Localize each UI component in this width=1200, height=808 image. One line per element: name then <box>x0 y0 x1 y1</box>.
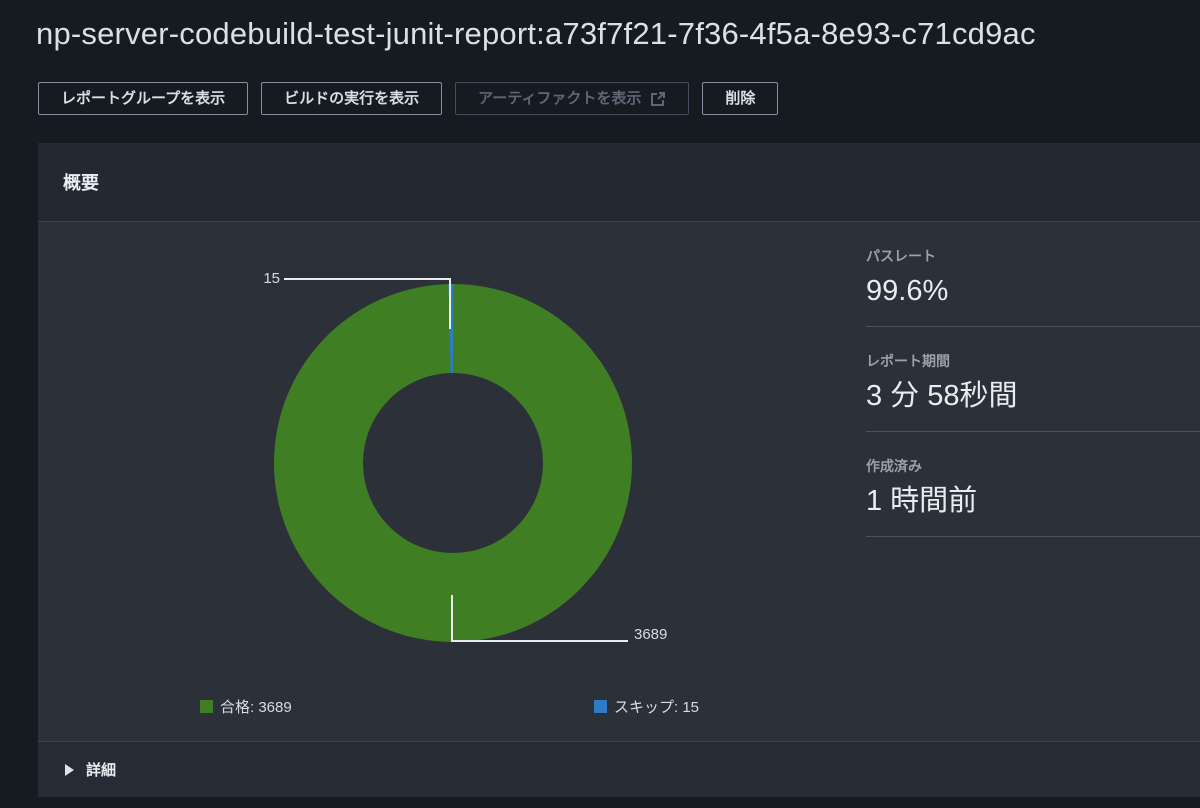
button-label: レポートグループを表示 <box>61 90 226 107</box>
stat-report-duration: レポート期間 3 分 58秒間 <box>866 327 1200 432</box>
delete-button[interactable]: 削除 <box>702 82 779 115</box>
overview-panel-body: 15 3689 合格: 3689 スキップ: 15 パスレート 99.6% レポ… <box>38 222 1200 741</box>
stat-pass-rate-label: パスレート <box>866 248 936 264</box>
stats-column: パスレート 99.6% レポート期間 3 分 58秒間 作成済み 1 時間前 <box>866 222 1200 537</box>
overview-panel-header: 概要 <box>38 143 1200 222</box>
legend-item-pass[interactable]: 合格: 3689 <box>200 696 292 717</box>
pass-count-callout: 3689 <box>634 626 668 643</box>
stat-report-duration-value: 3 分 58秒間 <box>866 380 1018 412</box>
callout-line-skip-vertical <box>449 278 451 329</box>
stat-pass-rate-value: 99.6% <box>866 275 949 307</box>
show-artifacts-button[interactable]: アーティファクトを表示 <box>455 82 690 115</box>
show-report-group-button[interactable]: レポートグループを表示 <box>38 82 249 115</box>
stat-created-value: 1 時間前 <box>866 485 978 517</box>
report-title: np-server-codebuild-test-junit-report:a7… <box>36 16 1036 51</box>
callout-line-pass-vertical <box>451 595 453 642</box>
external-link-icon <box>650 91 666 107</box>
legend-label-skip: スキップ: 15 <box>614 699 700 716</box>
button-label: 削除 <box>725 90 756 107</box>
callout-line-pass-horizontal <box>451 640 628 642</box>
legend-swatch-skip <box>594 700 607 713</box>
donut-hole <box>363 373 543 553</box>
stat-report-duration-label: レポート期間 <box>866 353 950 369</box>
legend-item-skip[interactable]: スキップ: 15 <box>594 696 699 717</box>
legend-label-pass: 合格: 3689 <box>220 699 292 716</box>
donut-chart[interactable] <box>274 284 632 642</box>
stat-created-label: 作成済み <box>866 458 922 474</box>
button-label: ビルドの実行を表示 <box>284 90 420 107</box>
legend-swatch-pass <box>200 700 213 713</box>
show-build-run-button[interactable]: ビルドの実行を表示 <box>261 82 443 115</box>
stat-created: 作成済み 1 時間前 <box>866 432 1200 537</box>
callout-line-skip-horizontal <box>284 278 451 280</box>
overview-title: 概要 <box>63 173 99 193</box>
expand-caret-icon <box>65 763 74 776</box>
stat-pass-rate: パスレート 99.6% <box>866 222 1200 327</box>
button-label: アーティファクトを表示 <box>478 90 642 107</box>
skip-count-callout: 15 <box>263 270 280 287</box>
overview-panel: 概要 15 3689 合格: 3689 スキップ: 15 パスレート 99.6% <box>38 143 1200 797</box>
details-expander[interactable]: 詳細 <box>38 741 1200 797</box>
toolbar: レポートグループを表示 ビルドの実行を表示 アーティファクトを表示 削除 <box>38 82 779 115</box>
details-label: 詳細 <box>86 762 117 779</box>
